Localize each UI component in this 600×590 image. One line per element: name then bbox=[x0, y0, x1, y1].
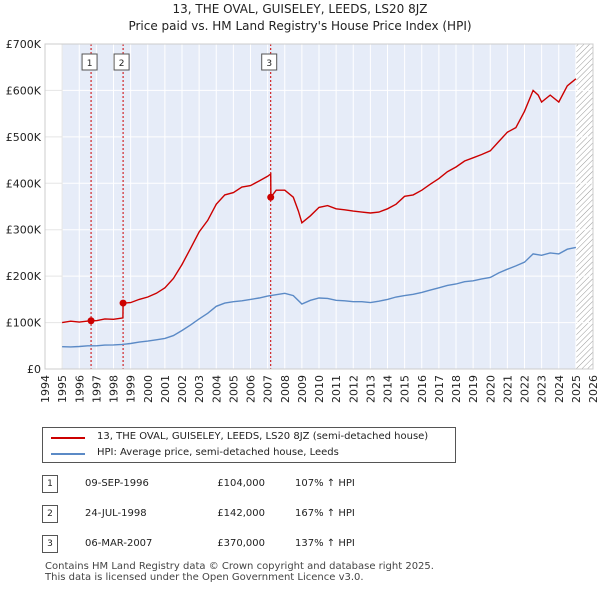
future-hatch bbox=[575, 44, 593, 369]
x-tick-label: 2021 bbox=[501, 375, 514, 403]
sale-point bbox=[87, 317, 95, 325]
y-tick-label: £100K bbox=[6, 317, 42, 330]
x-tick-label: 2015 bbox=[399, 375, 412, 403]
property-price-line bbox=[61, 78, 577, 324]
x-tick-label: 2003 bbox=[193, 375, 206, 403]
sale-marker-box bbox=[113, 53, 130, 71]
x-tick-label: 2002 bbox=[176, 375, 189, 403]
sale-marker-number: 3 bbox=[266, 59, 272, 69]
footer-licence: This data is licensed under the Open Gov… bbox=[45, 572, 364, 583]
sale-date: 09-SEP-1996 bbox=[85, 478, 149, 489]
sale-price: £142,000 bbox=[217, 508, 265, 519]
y-tick-label: £400K bbox=[6, 177, 42, 190]
x-tick-label: 2017 bbox=[433, 375, 446, 403]
x-tick-label: 2016 bbox=[416, 375, 429, 403]
chart-title-line1: 13, THE OVAL, GUISELEY, LEEDS, LS20 8JZ bbox=[172, 2, 428, 16]
y-tick-label: £0 bbox=[27, 363, 41, 376]
x-tick-label: 2018 bbox=[450, 375, 463, 403]
chart-title-line2: Price paid vs. HM Land Registry's House … bbox=[128, 19, 472, 33]
sale-point bbox=[119, 299, 127, 307]
sale-hpi-change: 167% ↑ HPI bbox=[295, 508, 355, 519]
y-tick-label: £700K bbox=[6, 38, 42, 51]
sale-marker-box bbox=[261, 53, 278, 71]
x-tick-label: 2007 bbox=[262, 375, 275, 403]
legend-swatch-hpi bbox=[51, 453, 85, 455]
sale-marker-box bbox=[81, 53, 98, 71]
y-tick-label: £500K bbox=[6, 131, 42, 144]
sale-marker-number: 1 bbox=[87, 59, 93, 69]
plot-frame bbox=[44, 43, 594, 370]
footer-copyright: Contains HM Land Registry data © Crown c… bbox=[45, 561, 434, 572]
sale-point bbox=[267, 193, 275, 201]
sale-price: £370,000 bbox=[217, 538, 265, 549]
x-tick-label: 2012 bbox=[347, 375, 360, 403]
x-tick-label: 2000 bbox=[142, 375, 155, 403]
x-tick-label: 1998 bbox=[108, 375, 121, 403]
sale-marker-number: 2 bbox=[119, 59, 125, 69]
x-tick-label: 1995 bbox=[56, 375, 69, 403]
hpi-line bbox=[62, 246, 577, 348]
sale-number-badge: 1 bbox=[42, 475, 58, 493]
x-tick-label: 1999 bbox=[125, 375, 138, 403]
x-tick-label: 2006 bbox=[245, 375, 258, 403]
x-tick-label: 2023 bbox=[536, 375, 549, 403]
y-tick-label: £600K bbox=[6, 84, 42, 97]
x-tick-label: 2022 bbox=[519, 375, 532, 403]
x-tick-label: 2009 bbox=[296, 375, 309, 403]
sale-hpi-change: 107% ↑ HPI bbox=[295, 478, 355, 489]
x-tick-label: 2014 bbox=[382, 375, 395, 403]
sale-price: £104,000 bbox=[217, 478, 265, 489]
x-tick-label: 1997 bbox=[90, 375, 103, 403]
x-tick-label: 2005 bbox=[227, 375, 240, 403]
x-tick-label: 2001 bbox=[159, 375, 172, 403]
x-tick-label: 1996 bbox=[73, 375, 86, 403]
sale-date: 06-MAR-2007 bbox=[85, 538, 153, 549]
x-tick-label: 2008 bbox=[279, 375, 292, 403]
sale-number-badge: 2 bbox=[42, 505, 58, 523]
x-tick-label: 2019 bbox=[467, 375, 480, 403]
legend-swatch-property bbox=[51, 437, 85, 439]
sale-date: 24-JUL-1998 bbox=[85, 508, 147, 519]
x-tick-label: 2026 bbox=[587, 375, 600, 403]
x-tick-label: 2013 bbox=[364, 375, 377, 403]
x-tick-label: 2010 bbox=[313, 375, 326, 403]
price-chart: £0 £100K £200K £300K £400K £500K £600K £700K 199… bbox=[6, 38, 600, 403]
x-tick-label: 2020 bbox=[484, 375, 497, 403]
x-tick-label: 1994 bbox=[39, 375, 52, 403]
y-tick-label: £200K bbox=[6, 270, 42, 283]
legend-label-property: 13, THE OVAL, GUISELEY, LEEDS, LS20 8JZ … bbox=[97, 431, 429, 442]
x-tick-label: 2025 bbox=[570, 375, 583, 403]
x-tick-label: 2024 bbox=[553, 375, 566, 403]
y-tick-label: £300K bbox=[6, 224, 42, 237]
sale-number-badge: 3 bbox=[42, 535, 58, 553]
x-tick-label: 2011 bbox=[330, 375, 343, 403]
legend: 13, THE OVAL, GUISELEY, LEEDS, LS20 8JZ … bbox=[42, 427, 456, 463]
x-tick-label: 2004 bbox=[210, 375, 223, 403]
legend-label-hpi: HPI: Average price, semi-detached house,… bbox=[97, 447, 339, 458]
sale-hpi-change: 137% ↑ HPI bbox=[295, 538, 355, 549]
